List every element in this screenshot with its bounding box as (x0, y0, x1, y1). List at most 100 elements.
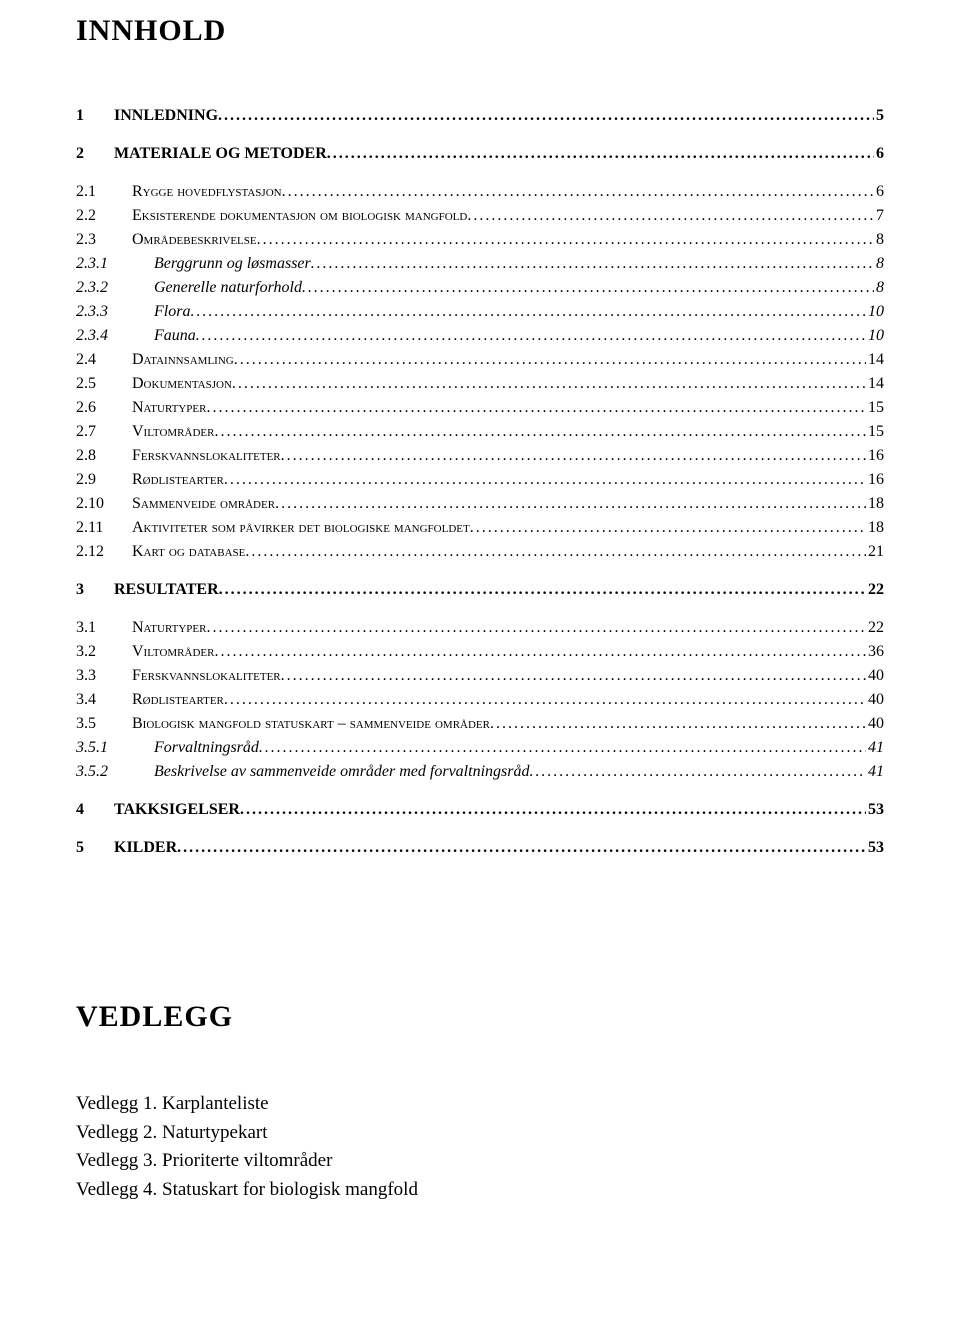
toc-entry: 3RESULTATER 22 (76, 578, 884, 602)
toc-leader-dots (206, 616, 866, 640)
toc-leader-dots (234, 348, 866, 372)
toc-leader-dots (218, 104, 874, 128)
toc-entry-number: 3.5 (76, 712, 132, 736)
toc-leader-dots (240, 798, 866, 822)
toc-leader-dots (206, 396, 866, 420)
toc-entry-number: 2.3.4 (76, 324, 154, 348)
toc-entry: 2.3.3Flora10 (76, 300, 884, 324)
document-page: INNHOLD 1INNLEDNING52MATERIALE OG METODE… (0, 0, 960, 1244)
toc-entry-page: 41 (866, 736, 884, 760)
toc-leader-dots (219, 578, 866, 602)
toc-entry-page: 6 (874, 142, 884, 166)
toc-entry: 4TAKKSIGELSER 53 (76, 798, 884, 822)
toc-leader-dots (177, 836, 866, 860)
toc-entry-page: 16 (866, 444, 884, 468)
toc-entry-text: RESULTATER (114, 578, 219, 602)
toc-entry-text: Viltområder (132, 640, 214, 664)
toc-entry-number: 3.2 (76, 640, 132, 664)
toc-entry: 3.5.2Beskrivelse av sammenveide områder … (76, 760, 884, 784)
toc-entry-number: 2.6 (76, 396, 132, 420)
toc-entry-text: Sammenveide områder (132, 492, 275, 516)
toc-entry-number: 3.5.2 (76, 760, 154, 784)
toc-entry-number: 2.1 (76, 180, 132, 204)
toc-entry-page: 14 (866, 348, 884, 372)
toc-entry: 2.3.2Generelle naturforhold8 (76, 276, 884, 300)
toc-leader-dots (224, 688, 866, 712)
vedlegg-item: Vedlegg 2. Naturtypekart (76, 1119, 884, 1148)
toc-entry-number: 2.5 (76, 372, 132, 396)
toc-entry-page: 18 (866, 492, 884, 516)
toc-entry: 5KILDER53 (76, 836, 884, 860)
toc-leader-dots (257, 228, 874, 252)
toc-entry-text: Berggrunn og løsmasser (154, 252, 311, 276)
toc-leader-dots (529, 760, 866, 784)
toc-entry-page: 8 (874, 276, 884, 300)
toc-entry: 2.8Ferskvannslokaliteter16 (76, 444, 884, 468)
toc-entry-page: 41 (866, 760, 884, 784)
toc-entry-text: Eksisterende dokumentasjon om biologisk … (132, 204, 467, 228)
toc-entry-text: TAKKSIGELSER (114, 798, 240, 822)
toc-entry: 2.6Naturtyper 15 (76, 396, 884, 420)
vedlegg-item: Vedlegg 3. Prioriterte viltområder (76, 1147, 884, 1176)
toc-leader-dots (275, 492, 866, 516)
toc-entry: 2.12Kart og database21 (76, 540, 884, 564)
toc-entry-page: 36 (866, 640, 884, 664)
toc-leader-dots (190, 300, 866, 324)
toc-entry-number: 2.10 (76, 492, 132, 516)
toc-entry-number: 2.7 (76, 420, 132, 444)
toc-entry-number: 4 (76, 798, 114, 822)
toc-entry-number: 2.3.2 (76, 276, 154, 300)
toc-entry-page: 15 (866, 396, 884, 420)
toc-entry-page: 22 (866, 578, 884, 602)
toc-entry-text: MATERIALE OG METODER (114, 142, 327, 166)
toc-entry: 2.9Rødlistearter16 (76, 468, 884, 492)
toc-entry-number: 2.4 (76, 348, 132, 372)
toc-entry-text: Fauna (154, 324, 196, 348)
toc-entry: 3.5.1Forvaltningsråd41 (76, 736, 884, 760)
toc-entry: 2.7Viltområder15 (76, 420, 884, 444)
toc-entry: 3.4Rødlistearter40 (76, 688, 884, 712)
toc-entry: 2MATERIALE OG METODER6 (76, 142, 884, 166)
toc-entry-page: 16 (866, 468, 884, 492)
toc-entry-page: 7 (874, 204, 884, 228)
toc-entry-number: 2.3 (76, 228, 132, 252)
toc-entry-page: 40 (866, 688, 884, 712)
vedlegg-item: Vedlegg 4. Statuskart for biologisk mang… (76, 1176, 884, 1205)
toc-leader-dots (282, 180, 874, 204)
toc-entry-page: 8 (874, 228, 884, 252)
toc-entry-number: 3.3 (76, 664, 132, 688)
toc-entry-text: Områdebeskrivelse (132, 228, 257, 252)
toc-entry-page: 6 (874, 180, 884, 204)
toc-entry: 2.3.4Fauna10 (76, 324, 884, 348)
toc-entry: 2.1Rygge hovedflystasjon6 (76, 180, 884, 204)
toc-entry-page: 14 (866, 372, 884, 396)
toc-leader-dots (259, 736, 866, 760)
toc-entry-number: 2.3.1 (76, 252, 154, 276)
toc-leader-dots (281, 664, 866, 688)
toc-entry-text: Datainnsamling (132, 348, 234, 372)
toc-entry-page: 53 (866, 798, 884, 822)
toc-entry: 2.3Områdebeskrivelse 8 (76, 228, 884, 252)
toc-entry-text: Flora (154, 300, 190, 324)
toc-title: INNHOLD (76, 14, 884, 48)
toc-entry-text: INNLEDNING (114, 104, 218, 128)
toc-entry-page: 18 (866, 516, 884, 540)
toc-entry: 2.10Sammenveide områder 18 (76, 492, 884, 516)
toc-entry: 2.5Dokumentasjon14 (76, 372, 884, 396)
toc-entry-text: Rødlistearter (132, 468, 224, 492)
toc-entry-page: 8 (874, 252, 884, 276)
toc-entry-page: 53 (866, 836, 884, 860)
toc-entry-page: 15 (866, 420, 884, 444)
toc-leader-dots (232, 372, 866, 396)
vedlegg-list: Vedlegg 1. KarplantelisteVedlegg 2. Natu… (76, 1090, 884, 1204)
vedlegg-title: VEDLEGG (76, 1000, 884, 1034)
toc-entry-text: Ferskvannslokaliteter (132, 444, 281, 468)
toc-entry-text: Naturtyper (132, 396, 206, 420)
toc-entry-number: 1 (76, 104, 114, 128)
toc-entry: 3.5Biologisk mangfold statuskart – samme… (76, 712, 884, 736)
toc-entry-number: 3.1 (76, 616, 132, 640)
toc-entry-number: 3 (76, 578, 114, 602)
toc-entry-page: 5 (874, 104, 884, 128)
toc-entry-page: 40 (866, 712, 884, 736)
toc-leader-dots (245, 540, 866, 564)
